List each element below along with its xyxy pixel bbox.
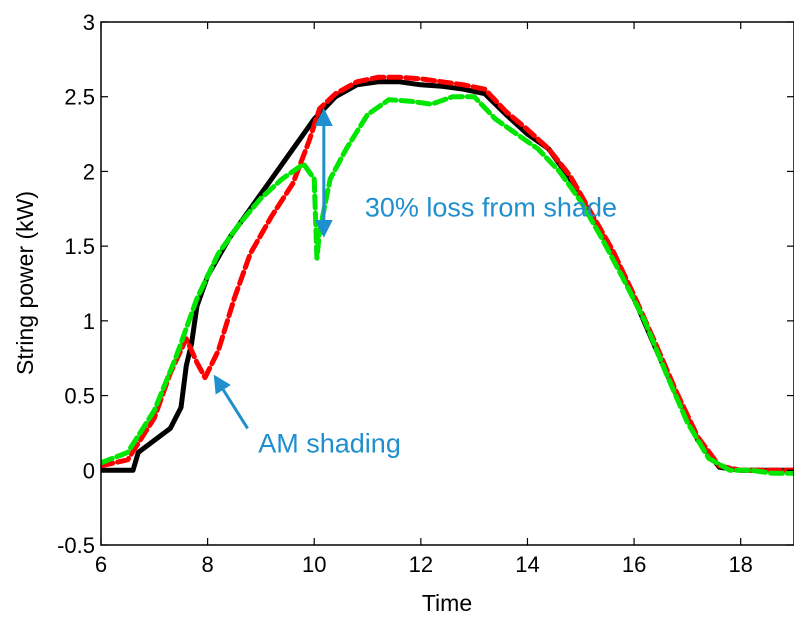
ticks-layer: 6 8 10 12 14 16 18 -0.5 0 0.5 1 1.5 2 2.5 3 (57, 10, 794, 577)
annotation-layer: 30% loss from shade AM shading (213, 108, 617, 458)
y-tick-label: 0 (83, 458, 95, 483)
x-tick-label: 6 (95, 552, 107, 577)
y-tick-label: 1.5 (64, 234, 95, 259)
y-tick-label: 0.5 (64, 384, 95, 409)
y-tick-label: 3 (83, 10, 95, 35)
x-tick-label: 14 (515, 552, 539, 577)
y-axis-title: String power (kW) (12, 191, 38, 375)
series-2-line (101, 94, 794, 476)
x-axis-title: Time (422, 590, 472, 616)
x-tick-label: 18 (728, 552, 752, 577)
x-tick-label: 16 (622, 552, 646, 577)
plot-frame (100, 21, 794, 546)
y-tick-label: -0.5 (57, 533, 95, 558)
annotation-0-label: 30% loss from shade (365, 192, 617, 222)
annotation-1-label: AM shading (258, 428, 401, 458)
x-tick-label: 8 (201, 552, 213, 577)
y-tick-label: 1 (83, 309, 95, 334)
x-tick-label: 12 (409, 552, 433, 577)
annotation-1-arrow (213, 374, 249, 430)
y-tick-label: 2.5 (64, 85, 95, 110)
series-layer (101, 74, 794, 476)
y-tick-label: 2 (83, 159, 95, 184)
plot-area (101, 22, 794, 545)
x-tick-label: 10 (302, 552, 326, 577)
